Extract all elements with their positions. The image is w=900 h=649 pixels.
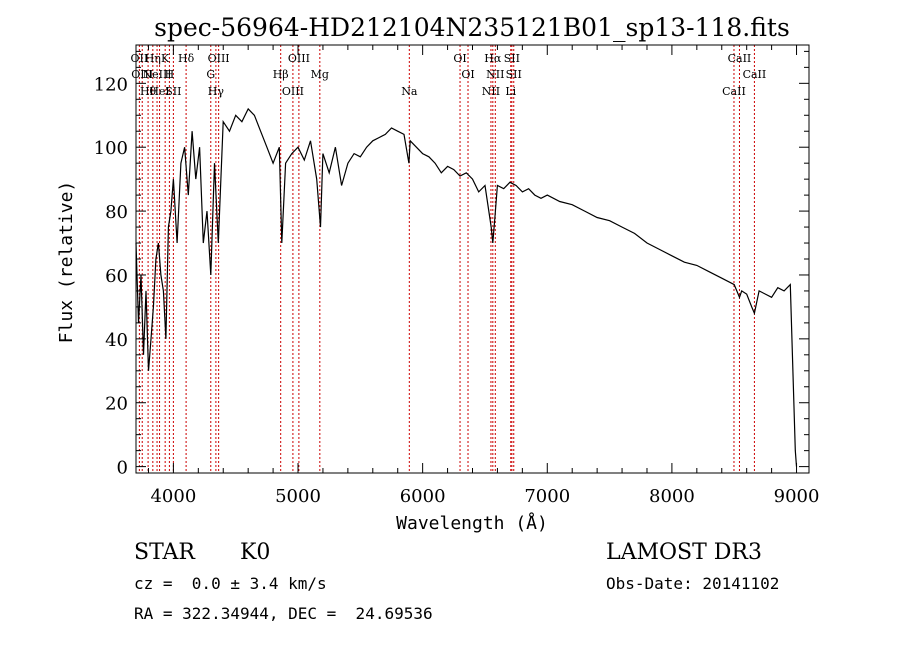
line-marker-label: OIII [131, 68, 153, 81]
line-marker-label: CaII [728, 52, 752, 65]
x-tick-label: 6000 [400, 486, 446, 507]
x-tick-label: 4000 [150, 486, 196, 507]
x-tick-label: 9000 [774, 486, 820, 507]
line-marker-label: SII [504, 52, 520, 65]
line-marker-label: K [161, 52, 170, 65]
plot-frame [135, 44, 810, 474]
line-marker-label: Hβ [273, 68, 289, 81]
line-marker-label: OIII [282, 85, 304, 98]
y-tick-label: 60 [105, 266, 128, 287]
redshift-info: cz = 0.0 ± 3.4 km/s [134, 574, 327, 593]
line-marker-label: CaII [722, 85, 746, 98]
object-subclass: K0 [240, 540, 270, 565]
line-marker-label: NII [482, 85, 500, 98]
y-tick-label: 0 [117, 458, 128, 479]
object-class: STAR [134, 540, 196, 565]
x-tick-label: 7000 [524, 486, 570, 507]
coordinates: RA = 322.34944, DEC = 24.69536 [134, 604, 433, 623]
line-marker-label: OI [453, 52, 466, 65]
line-marker-label: HeI [149, 85, 169, 98]
line-marker-label: Hδ [178, 52, 195, 65]
x-tick-label: 5000 [275, 486, 321, 507]
chart-title: spec-56964-HD212104N235121B01_sp13-118.f… [154, 13, 790, 42]
y-tick-label: 80 [105, 202, 128, 223]
spectrum-line [135, 107, 798, 467]
y-axis-label: Flux (relative) [56, 181, 77, 344]
x-tick-label: 8000 [649, 486, 695, 507]
line-marker-label: H [165, 68, 175, 81]
y-tick-label: 120 [94, 74, 128, 95]
line-marker-label: OIII [288, 52, 310, 65]
line-marker-label: Hθ [140, 85, 157, 98]
line-marker-label: Li [505, 85, 516, 98]
line-marker-label: NeIII [142, 68, 171, 81]
line-marker-label: OI [461, 68, 474, 81]
line-marker-label: G [206, 68, 215, 81]
spectrum-series [135, 107, 798, 467]
obs-date: Obs-Date: 20141102 [606, 574, 779, 593]
y-tick-label: 20 [105, 394, 128, 415]
y-tick-label: 40 [105, 330, 128, 351]
line-marker-label: NII [486, 68, 504, 81]
survey-name: LAMOST DR3 [606, 540, 762, 565]
line-marker-label: CaII [743, 68, 767, 81]
line-marker-label: Mg [311, 68, 329, 81]
line-marker-label: SII [506, 68, 522, 81]
line-marker-label: SII [165, 85, 181, 98]
x-axis-label: Wavelength (Å) [396, 512, 548, 534]
y-tick-label: 100 [94, 138, 128, 159]
spectral-line-labels: OII OIII Hθ Hη NeIII HeI KH SII Hδ G Hγ OIII Hβ OIII O… [131, 52, 767, 98]
line-marker-label: Hη [145, 52, 161, 65]
line-marker-label: Hα [484, 52, 502, 65]
line-marker-label: OIII [208, 52, 230, 65]
line-marker-label: OII [131, 52, 149, 65]
spectral-line-markers [138, 45, 755, 473]
axes: 4000 5000 6000 7000 8000 9000 0 20 40 60 80 100 120 [94, 44, 820, 507]
line-marker-label: Hγ [208, 85, 225, 98]
line-marker-label: Na [401, 85, 418, 98]
